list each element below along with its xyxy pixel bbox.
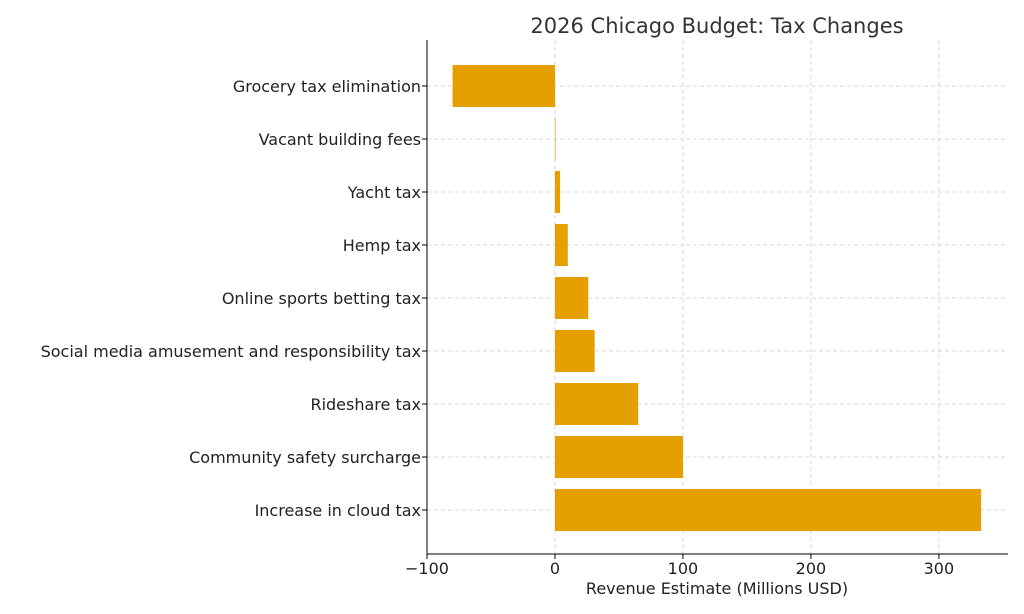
bar-increase-in-cloud-tax [554,489,982,531]
bar-hemp-tax [554,224,568,266]
y-tick-label: Grocery tax elimination [233,77,421,96]
bar-community-safety-surcharge [554,436,683,478]
x-tick-label: 300 [924,559,955,578]
y-tick-label: Vacant building fees [259,130,421,149]
x-axis-label: Revenue Estimate (Millions USD) [586,579,848,598]
y-tick-label: Community safety surcharge [189,448,421,467]
y-tick-label: Yacht tax [347,183,421,202]
x-tick-label: 100 [668,559,699,578]
y-tick-label: Social media amusement and responsibilit… [41,342,421,361]
bar-rideshare-tax [554,383,639,425]
x-tick-label: −100 [405,559,449,578]
x-tick-label: 200 [796,559,827,578]
y-tick-label: Online sports betting tax [222,289,421,308]
chart-title: 2026 Chicago Budget: Tax Changes [530,14,903,38]
bar-social-media-amusement-and-responsibility-tax [554,330,595,372]
bar-vacant-building-fees [554,118,556,160]
x-tick-label: 0 [550,559,560,578]
bar-yacht-tax [554,171,561,213]
y-tick-label: Hemp tax [343,236,421,255]
y-tick-label: Rideshare tax [310,395,421,414]
bar-online-sports-betting-tax [554,277,589,319]
y-tick-label: Increase in cloud tax [255,501,421,520]
bar-grocery-tax-elimination [452,65,555,107]
